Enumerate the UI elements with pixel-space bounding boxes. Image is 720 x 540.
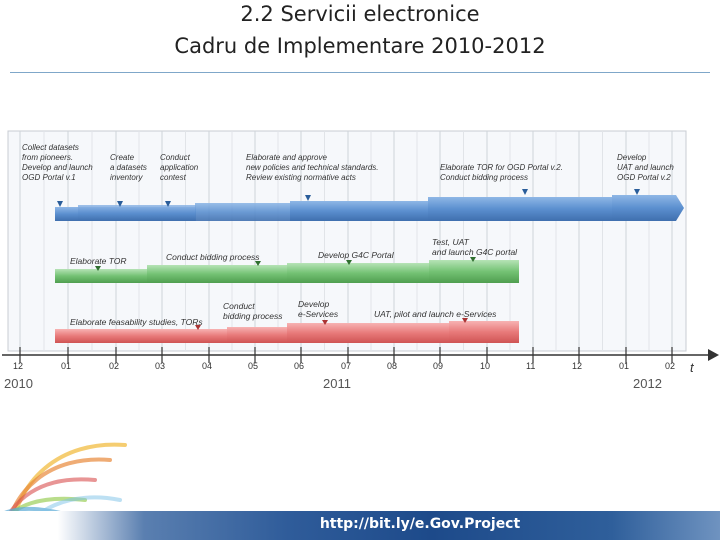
slide-title: 2.2 Servicii electronice (240, 2, 480, 26)
axis-month-label: 07 (341, 361, 351, 371)
axis-t-label: t (690, 360, 695, 375)
green-bar-segment (287, 263, 429, 283)
green-bar-segment (147, 265, 287, 283)
blue-label-contest: Conduct application contest (160, 153, 200, 182)
axis-month-label: 10 (480, 361, 490, 371)
red-milestone-markers (195, 318, 468, 330)
footer-url-link[interactable]: http://bit.ly/e.Gov.Project (319, 516, 521, 532)
grid-lines (19, 131, 673, 351)
red-bar-segment (55, 329, 227, 343)
blue-bar-segment (78, 205, 196, 221)
year-label-2012: 2012 (633, 376, 662, 391)
implementation-timeline: Collect datasets from pioneers. Develop … (2, 130, 719, 391)
year-label-2011: 2011 (323, 376, 351, 391)
green-label-test: Test, UAT and launch G4C portal (432, 237, 518, 257)
axis-month-label: 03 (155, 361, 165, 371)
title-divider (10, 72, 710, 73)
axis-month-label: 12 (13, 361, 23, 371)
axis-month-label: 05 (248, 361, 258, 371)
red-label-uat: UAT, pilot and launch e-Services (374, 309, 497, 319)
row-blue-labels: Collect datasets from pioneers. Develop … (22, 143, 676, 182)
blue-bar-segment (195, 203, 290, 221)
row-red-labels: Elaborate feasability studies, TORs Cond… (70, 299, 497, 327)
row-blue-bars (55, 189, 684, 221)
blue-label-tor-ogd: Elaborate TOR for OGD Portal v.2. Conduc… (440, 163, 565, 182)
slide-subtitle: Cadru de Implementare 2010-2012 (174, 34, 546, 58)
blue-label-inventory: Create a datasets inventory (110, 153, 149, 182)
axis-month-label: 09 (433, 361, 443, 371)
axis-month-labels: 12 01 02 03 04 05 06 07 08 09 10 11 12 01 02 (13, 361, 675, 371)
red-bar-segment (449, 321, 519, 343)
row-green-labels: Elaborate TOR Conduct bidding process De… (70, 237, 518, 266)
green-label-bidding: Conduct bidding process (166, 252, 260, 262)
green-label-tor: Elaborate TOR (70, 256, 127, 266)
blue-bar-segment (290, 201, 428, 221)
row-red-bars (55, 318, 519, 343)
blue-bar-segment (428, 197, 612, 221)
red-bar-segment (287, 323, 449, 343)
year-label-2010: 2010 (4, 376, 33, 391)
footer-bar (0, 511, 720, 540)
blue-label-collect: Collect datasets from pioneers. Develop … (22, 143, 95, 182)
axis-month-label: 02 (109, 361, 119, 371)
red-label-bidding: Conduct bidding process (223, 301, 283, 321)
time-axis-arrowhead (708, 349, 719, 361)
blue-bar-arrow-end (612, 195, 684, 221)
axis-month-label: 12 (572, 361, 582, 371)
red-label-develop: Develop e-Services (298, 299, 339, 319)
red-bar-segment (227, 327, 287, 343)
green-milestone-markers (95, 257, 476, 271)
axis-month-label: 04 (202, 361, 212, 371)
axis-month-label: 02 (665, 361, 675, 371)
axis-month-label: 06 (294, 361, 304, 371)
blue-milestone-markers (57, 189, 640, 207)
axis-month-label: 08 (387, 361, 397, 371)
axis-ticks (19, 347, 673, 363)
blue-label-policies: Elaborate and approve new policies and t… (246, 153, 381, 182)
chart-frame (7, 130, 687, 352)
row-green-bars (55, 257, 519, 283)
green-bar-segment (55, 269, 147, 283)
blue-label-ogd-v2: Develop UAT and launch OGD Portal v.2 (617, 153, 676, 182)
red-label-feasibility: Elaborate feasability studies, TORs (70, 317, 203, 327)
axis-month-label: 01 (619, 361, 629, 371)
axis-month-label: 11 (526, 361, 535, 371)
green-bar-segment (429, 260, 519, 283)
green-label-g4c: Develop G4C Portal (318, 250, 395, 260)
axis-month-label: 01 (61, 361, 71, 371)
